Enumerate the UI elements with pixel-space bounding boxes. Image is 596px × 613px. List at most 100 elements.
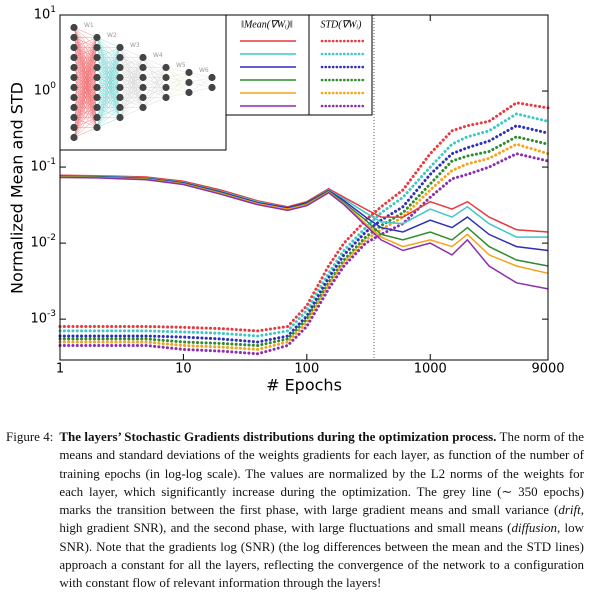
inset-edge — [73, 117, 98, 138]
inset-edge — [119, 97, 144, 118]
caption-label: Figure 4: — [6, 429, 54, 444]
inset-edge — [119, 57, 144, 78]
inset-node — [162, 83, 170, 92]
inset-edge — [73, 37, 98, 98]
mean-line — [59, 176, 549, 290]
inset-edges — [165, 67, 190, 98]
inset-edge — [96, 47, 121, 128]
x-tick-label: 1000 — [414, 362, 447, 377]
std-line — [58, 101, 550, 333]
inset-edges — [188, 72, 213, 93]
inset-node — [93, 113, 101, 122]
inset-edge — [73, 37, 98, 138]
inset-edge — [73, 37, 98, 58]
x-axis-label: # Epochs — [266, 376, 342, 395]
inset-layer-label: W1 — [84, 22, 94, 29]
inset-edge — [73, 37, 98, 128]
inset-edge — [165, 67, 190, 73]
y-tick-label: 100 — [34, 81, 57, 99]
inset-edge — [119, 47, 144, 58]
inset-edge — [73, 67, 98, 138]
std-line — [58, 135, 550, 348]
inset-edge — [73, 37, 98, 88]
inset-node — [93, 43, 101, 52]
inset-node — [139, 83, 147, 92]
inset-node — [139, 53, 147, 62]
inset-edge — [73, 127, 98, 138]
inset-edge — [96, 57, 121, 128]
inset-node — [116, 93, 124, 102]
std-line — [58, 152, 550, 356]
inset-node — [139, 73, 147, 82]
y-tick-label: 10-1 — [30, 157, 56, 175]
caption: Figure 4: The layers’ Stochastic Gradien… — [6, 428, 584, 593]
inset-edge — [96, 117, 121, 128]
inset-node — [70, 73, 78, 82]
inset-node — [162, 73, 170, 82]
inset-node — [93, 83, 101, 92]
inset-node — [70, 43, 78, 52]
inset-layer-label: W4 — [153, 52, 163, 59]
inset-node — [93, 63, 101, 72]
inset-edge — [188, 77, 213, 83]
inset-node — [70, 103, 78, 112]
inset-edge — [96, 47, 121, 88]
inset-edge — [119, 67, 144, 118]
inset-node — [185, 78, 193, 87]
inset-edge — [142, 67, 167, 108]
legend-header: STD(∇Wᵢ) — [320, 19, 362, 30]
mean-line — [59, 176, 549, 275]
inset-edge — [119, 57, 144, 88]
inset-edges — [119, 47, 144, 118]
inset-edge — [119, 87, 144, 118]
inset-edge — [73, 27, 98, 38]
inset-node — [116, 43, 124, 52]
inset-edge — [188, 72, 213, 78]
caption-text: , low SNR). Note that the gradients log … — [59, 520, 585, 591]
inset-edge — [119, 57, 144, 108]
inset-node — [70, 83, 78, 92]
legend-frame — [225, 14, 373, 116]
inset-edge — [142, 57, 167, 68]
inset-node — [93, 53, 101, 62]
inset-node — [70, 123, 78, 132]
x-tick-label: 10 — [175, 362, 192, 377]
inset-edge — [73, 107, 98, 138]
inset-edge — [96, 37, 121, 48]
inset-node — [93, 93, 101, 102]
inset-node — [70, 113, 78, 122]
caption-body: The layers’ Stochastic Gradients distrib… — [59, 428, 584, 593]
inset-edge — [96, 47, 121, 78]
inset-node — [70, 53, 78, 62]
inset-node — [116, 103, 124, 112]
inset-edges — [96, 37, 121, 128]
x-tick-label: 1 — [56, 362, 64, 377]
inset-node — [162, 63, 170, 72]
inset-edge — [96, 47, 121, 108]
inset-edge — [119, 107, 144, 118]
inset-layer-label: W2 — [107, 32, 117, 39]
inset-node — [93, 33, 101, 42]
legend-header: ‖Mean(∇Wᵢ)‖ — [241, 19, 293, 30]
std-line — [58, 112, 550, 338]
x-tick-label: 100 — [294, 362, 319, 377]
inset-edge — [119, 57, 144, 118]
inset-edge — [96, 47, 121, 98]
inset-edge — [119, 57, 144, 68]
inset-node — [116, 53, 124, 62]
inset-edge — [188, 87, 213, 93]
inset-edge — [119, 77, 144, 118]
inset-node — [70, 33, 78, 42]
inset-edge — [165, 92, 190, 98]
inset-edge — [188, 77, 213, 93]
inset-edge — [73, 57, 98, 138]
caption-bold: The layers’ Stochastic Gradients distrib… — [59, 429, 497, 444]
inset-edge — [96, 47, 121, 118]
inset-edges — [73, 27, 98, 138]
inset-edge — [73, 97, 98, 138]
inset-edge — [73, 87, 98, 138]
inset-node — [185, 88, 193, 97]
inset-edge — [165, 72, 190, 78]
y-tick-label: 101 — [34, 5, 56, 23]
